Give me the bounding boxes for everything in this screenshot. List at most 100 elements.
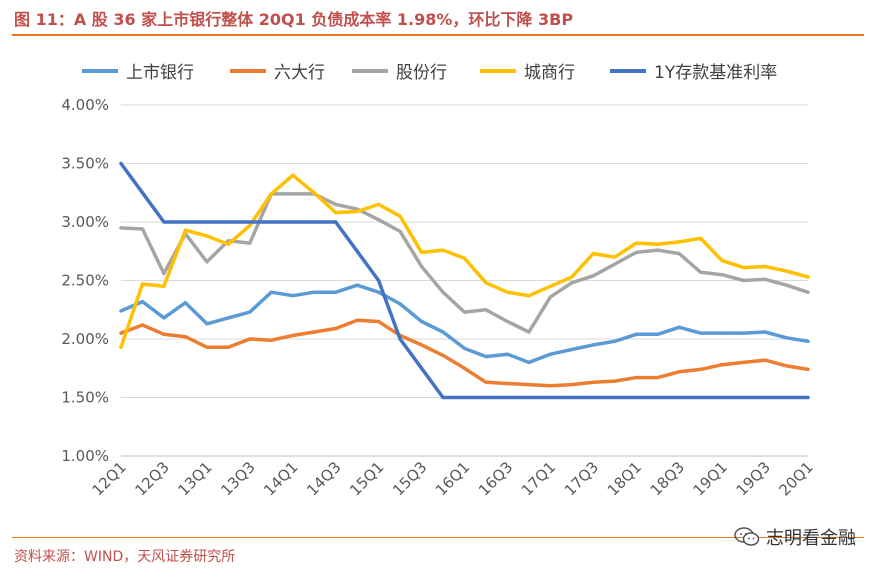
- data-point-3-16: [462, 256, 467, 260]
- data-point-3-3: [183, 228, 187, 232]
- series-line-3: [119, 173, 810, 349]
- data-point-3-26: [677, 240, 681, 244]
- data-point-1-25: [656, 376, 660, 380]
- data-point-1-26: [677, 370, 681, 374]
- data-point-0-27: [699, 331, 703, 335]
- data-point-4-4: [205, 220, 209, 224]
- data-point-0-7: [269, 290, 273, 294]
- data-point-2-8: [291, 192, 295, 196]
- data-point-0-30: [763, 330, 767, 334]
- data-point-4-2: [162, 220, 166, 224]
- data-point-3-17: [484, 281, 488, 285]
- data-point-1-3: [183, 335, 187, 339]
- x-tick-label-12: 15Q1: [346, 458, 387, 499]
- data-point-0-20: [548, 352, 553, 356]
- data-point-1-23: [613, 379, 617, 383]
- data-point-0-25: [656, 332, 660, 336]
- top-rule: [12, 34, 864, 36]
- y-tick-label-3: 2.50%: [61, 272, 109, 290]
- data-point-0-2: [162, 316, 166, 320]
- legend-label-0: 上市银行: [126, 63, 194, 83]
- chart-legend: 上市银行 六大行 股份行 城商行 1Y存款基准利率: [82, 63, 777, 83]
- x-tick-label-22: 17Q3: [561, 458, 602, 499]
- data-point-2-10: [334, 202, 338, 206]
- data-point-2-13: [398, 229, 402, 233]
- data-point-3-5: [226, 242, 230, 246]
- data-point-4-15: [441, 395, 445, 400]
- x-tick-label-32: 20Q1: [776, 458, 817, 499]
- data-point-4-29: [742, 395, 746, 400]
- data-point-2-21: [570, 281, 574, 285]
- legend-label-2: 股份行: [396, 63, 447, 83]
- data-point-1-32: [806, 367, 810, 371]
- x-tick-label-6: 13Q3: [217, 458, 258, 499]
- data-point-0-32: [806, 339, 810, 343]
- x-tick-label-24: 18Q1: [604, 458, 645, 499]
- data-point-4-19: [527, 395, 531, 400]
- data-point-0-13: [398, 302, 402, 306]
- data-point-0-6: [248, 310, 252, 314]
- data-point-2-22: [591, 274, 595, 278]
- data-point-0-18: [505, 352, 509, 356]
- data-point-1-7: [269, 338, 273, 342]
- data-point-4-25: [656, 395, 660, 400]
- chart-series: [119, 161, 810, 400]
- data-point-0-10: [334, 290, 338, 294]
- y-tick-label-4: 3.00%: [61, 213, 109, 231]
- series-3: [119, 173, 810, 349]
- data-point-3-13: [398, 214, 402, 218]
- x-tick-label-28: 19Q1: [690, 458, 731, 499]
- x-tick-label-2: 12Q3: [131, 458, 172, 499]
- data-point-3-20: [548, 284, 553, 288]
- data-point-2-20: [548, 295, 553, 299]
- y-tick-label-0: 1.00%: [61, 447, 109, 465]
- data-point-0-1: [140, 300, 145, 304]
- data-point-3-27: [699, 236, 703, 240]
- data-point-2-12: [377, 218, 381, 222]
- data-point-0-4: [205, 322, 209, 326]
- x-tick-label-26: 18Q3: [647, 458, 688, 499]
- series-line-1: [119, 318, 810, 388]
- data-point-1-28: [720, 363, 724, 367]
- data-point-4-5: [226, 220, 230, 224]
- legend-label-1: 六大行: [274, 63, 325, 83]
- data-point-1-15: [441, 353, 445, 357]
- data-point-3-11: [355, 209, 359, 214]
- data-point-1-30: [763, 358, 767, 362]
- data-point-0-0: [119, 309, 123, 313]
- data-point-4-9: [312, 220, 316, 224]
- data-point-2-27: [699, 270, 703, 274]
- data-point-1-8: [291, 333, 295, 338]
- data-point-4-12: [377, 278, 381, 283]
- data-point-2-30: [763, 277, 767, 281]
- x-tick-label-10: 14Q3: [303, 458, 344, 499]
- data-point-1-12: [377, 319, 381, 324]
- data-point-0-14: [420, 319, 424, 324]
- data-point-0-5: [226, 316, 230, 320]
- data-point-3-2: [162, 284, 166, 288]
- data-point-1-5: [226, 345, 230, 349]
- y-tick-label-1: 1.50%: [61, 389, 109, 407]
- data-point-1-20: [548, 384, 553, 388]
- data-point-2-25: [656, 248, 660, 252]
- x-tick-label-30: 19Q3: [733, 458, 774, 499]
- data-point-1-6: [248, 337, 252, 341]
- data-point-4-31: [784, 395, 789, 400]
- data-point-0-26: [677, 325, 681, 329]
- data-point-3-8: [291, 173, 295, 177]
- data-point-0-29: [742, 331, 746, 335]
- data-point-4-10: [334, 220, 338, 224]
- data-point-2-15: [441, 290, 445, 294]
- data-point-4-3: [183, 220, 187, 224]
- data-point-3-19: [527, 294, 531, 298]
- data-point-2-16: [462, 310, 467, 314]
- data-point-1-29: [742, 360, 746, 364]
- data-point-0-31: [784, 336, 789, 340]
- data-point-3-21: [570, 275, 574, 279]
- data-point-3-30: [763, 264, 767, 269]
- data-point-1-0: [119, 331, 123, 335]
- data-point-2-17: [484, 308, 488, 312]
- data-point-2-2: [162, 271, 166, 276]
- data-point-1-24: [634, 376, 638, 380]
- x-tick-label-14: 15Q3: [389, 458, 430, 499]
